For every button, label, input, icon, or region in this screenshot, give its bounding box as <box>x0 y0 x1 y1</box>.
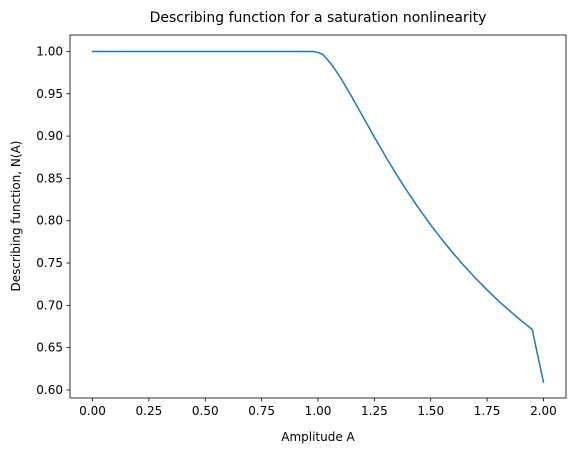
chart-title: Describing function for a saturation non… <box>150 10 487 26</box>
y-tick-label: 0.70 <box>36 298 63 312</box>
y-tick-label: 0.85 <box>36 171 63 185</box>
y-tick-label: 0.65 <box>36 341 63 355</box>
y-tick-label: 0.90 <box>36 129 63 143</box>
x-tick-label: 1.75 <box>474 404 501 418</box>
x-tick-label: 1.00 <box>305 404 332 418</box>
x-axis-label: Amplitude A <box>281 430 355 444</box>
y-tick-label: 0.95 <box>36 87 63 101</box>
y-tick-label: 0.80 <box>36 214 63 228</box>
x-tick-label: 0.25 <box>136 404 163 418</box>
x-tick-label: 2.00 <box>530 404 557 418</box>
y-tick-label: 0.75 <box>36 256 63 270</box>
x-tick-label: 0.75 <box>248 404 275 418</box>
y-tick-label: 1.00 <box>36 45 63 59</box>
x-tick-label: 0.50 <box>192 404 219 418</box>
y-axis-label: Describing function, N(A) <box>9 141 23 292</box>
y-axis: 0.60 0.65 0.70 0.75 0.80 0.85 0.90 0.95 1.00 <box>36 45 70 397</box>
x-axis: 0.00 0.25 0.50 0.75 1.00 1.25 1.50 1.75 2.00 <box>79 398 557 418</box>
x-tick-label: 1.25 <box>361 404 388 418</box>
y-tick-label: 0.60 <box>36 383 63 397</box>
x-tick-label: 1.50 <box>417 404 444 418</box>
x-tick-label: 0.00 <box>79 404 106 418</box>
series-line <box>91 50 545 383</box>
